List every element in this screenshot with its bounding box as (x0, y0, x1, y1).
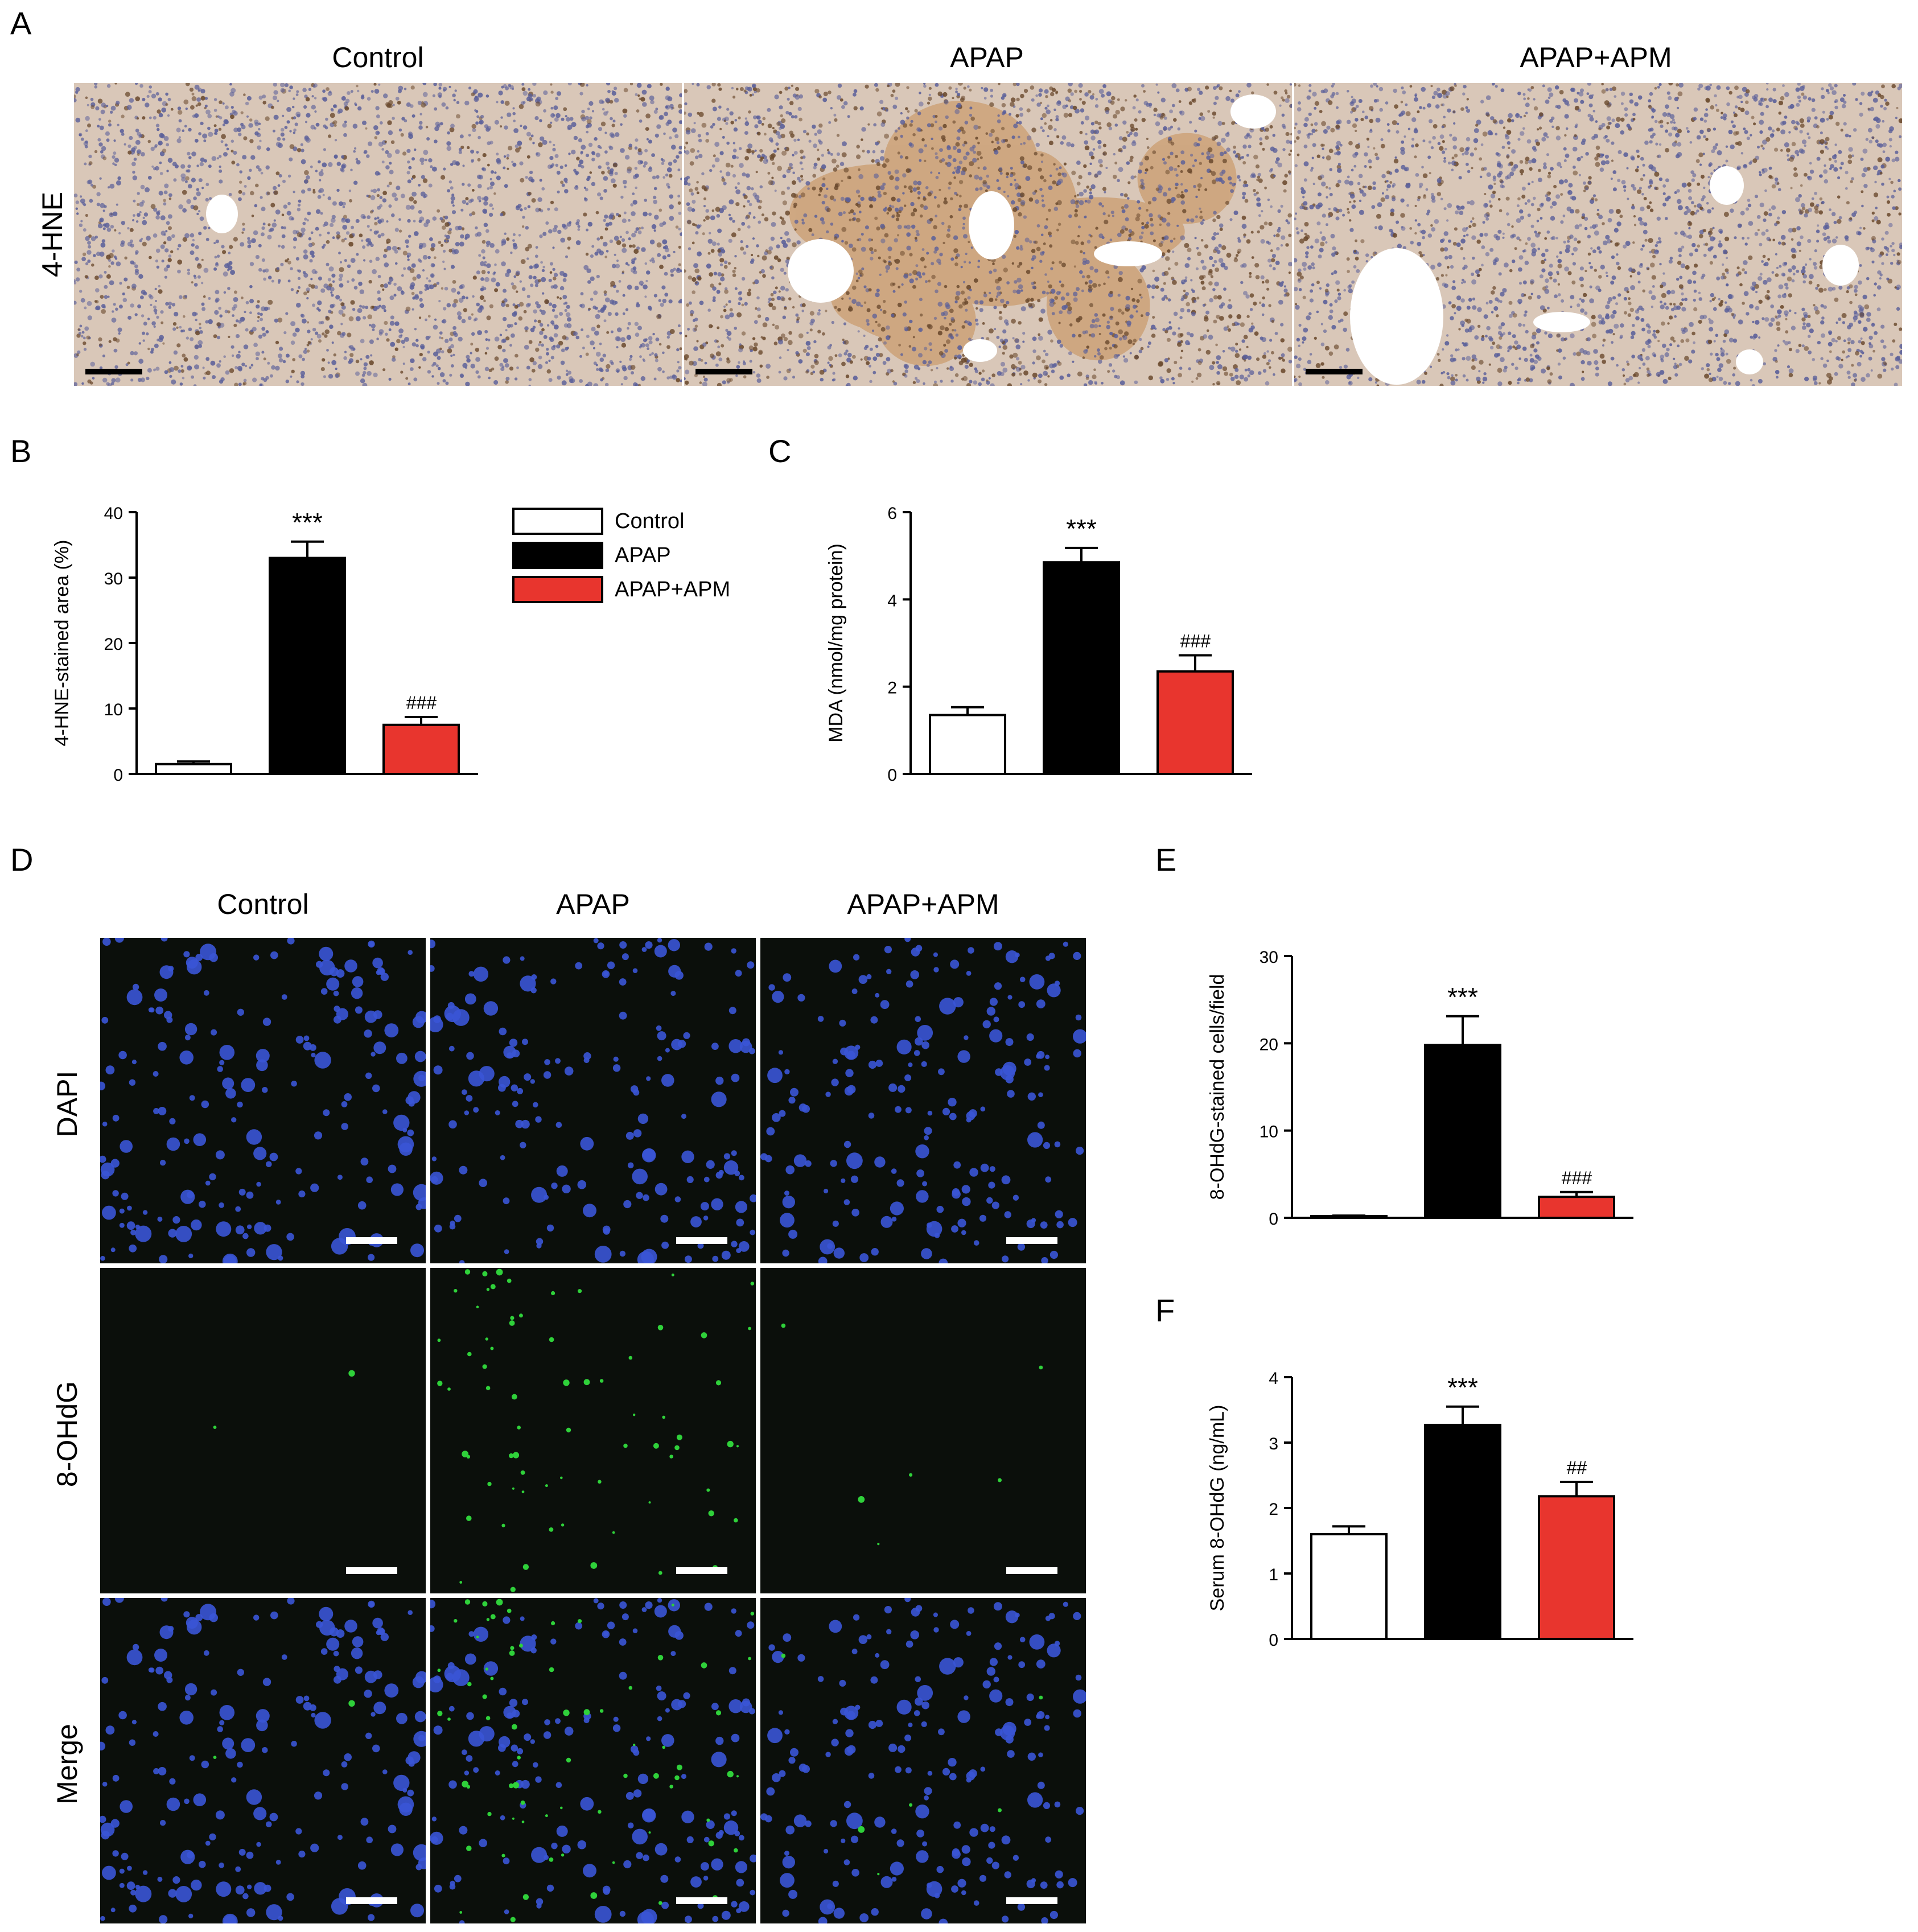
chart-b-4hne-area: 0 10 20 30 40 4-HNE-stained area (%) *** ### (34, 489, 501, 808)
bar-apap (1424, 1423, 1501, 1640)
if-image-merge-control (100, 1598, 426, 1923)
panel-d-title-apap: APAP (556, 888, 630, 920)
panel-d-row-label-8ohdg: 8-OHdG (51, 1381, 83, 1488)
legend-swatch-control (512, 508, 603, 535)
panel-letter-d: D (10, 842, 34, 878)
panel-d-title-control: Control (217, 888, 309, 920)
y-tick-label: 10 (1260, 1123, 1278, 1142)
panel-letter-c: C (768, 433, 792, 469)
y-tick-label: 0 (887, 766, 897, 785)
significance-label: *** (1447, 1373, 1478, 1402)
panel-d-row-label-merge: Merge (51, 1724, 83, 1805)
y-axis-label: MDA (nmol/mg protein) (825, 543, 847, 743)
y-tick-label: 0 (1269, 1631, 1278, 1650)
y-tick-label: 20 (1260, 1035, 1278, 1054)
if-image-merge-apap (430, 1598, 756, 1923)
y-tick-label: 2 (1269, 1500, 1278, 1519)
bar-apap (1424, 1044, 1501, 1219)
ihc-image-apap (684, 83, 1292, 386)
chart-e-8ohdg-cells: 0 10 20 30 8-OHdG-stained cells/field *** ### (1190, 933, 1656, 1252)
significance-label: *** (292, 508, 323, 537)
panel-letter-a: A (10, 5, 32, 41)
bar-apap (269, 557, 346, 775)
if-image-8ohdg-apap (430, 1268, 756, 1593)
bar-apap-apm (1156, 670, 1234, 776)
significance-label: *** (1447, 982, 1478, 1012)
bar-control (155, 763, 232, 775)
if-image-merge-apap-apm (760, 1598, 1086, 1923)
panel-letter-b: B (10, 433, 32, 469)
bar-control (929, 714, 1006, 775)
significance-label: ### (1180, 631, 1211, 651)
y-tick-label: 4 (1269, 1369, 1278, 1388)
y-tick-label: 4 (887, 591, 897, 610)
legend-label-apap: APAP (615, 543, 671, 567)
significance-label: *** (1066, 514, 1097, 543)
significance-label: ### (1561, 1168, 1592, 1188)
if-image-dapi-control (100, 938, 426, 1263)
legend-swatch-apap-apm (512, 576, 603, 603)
y-axis-label: 4-HNE-stained area (%) (51, 540, 73, 747)
ihc-image-apap-apm (1294, 83, 1902, 386)
bar-apap-apm (382, 723, 460, 775)
significance-label: ### (406, 693, 437, 713)
bar-apap (1043, 561, 1120, 776)
ihc-image-control (74, 83, 682, 386)
panel-a-title-apap: APAP (950, 42, 1024, 73)
legend-label-control: Control (615, 509, 685, 533)
y-tick-label: 3 (1269, 1435, 1278, 1453)
legend-swatch-apap (512, 542, 603, 569)
if-image-8ohdg-control (100, 1268, 426, 1593)
y-axis-label: Serum 8-OHdG (ng/mL) (1207, 1405, 1228, 1612)
legend-label-apap-apm: APAP+APM (615, 577, 731, 602)
y-tick-label: 0 (1269, 1210, 1278, 1229)
y-tick-label: 20 (104, 635, 123, 654)
y-axis-label: 8-OHdG-stained cells/field (1207, 974, 1228, 1200)
legend-item-apap-apm: APAP+APM (512, 574, 730, 605)
y-tick-label: 2 (887, 679, 897, 698)
legend: Control APAP APAP+APM (512, 505, 751, 619)
significance-label: ## (1566, 1457, 1587, 1478)
panel-letter-f: F (1155, 1292, 1175, 1328)
y-tick-label: 1 (1269, 1566, 1278, 1584)
panel-d-title-apap-apm: APAP+APM (847, 888, 999, 920)
panel-a-row-label: 4-HNE (36, 191, 68, 278)
y-tick-label: 30 (104, 570, 123, 588)
panel-d-row-label-dapi: DAPI (51, 1070, 83, 1138)
if-image-8ohdg-apap-apm (760, 1268, 1086, 1593)
y-tick-label: 30 (1260, 948, 1278, 967)
y-tick-label: 40 (104, 504, 123, 523)
y-tick-label: 10 (104, 701, 123, 719)
bar-apap-apm (1538, 1495, 1615, 1640)
bar-control (1310, 1533, 1388, 1640)
legend-item-control: Control (512, 505, 685, 537)
panel-a-title-apap-apm: APAP+APM (1520, 42, 1672, 73)
chart-f-serum-8ohdg: 0 1 2 3 4 Serum 8-OHdG (ng/mL) *** ## (1190, 1354, 1656, 1673)
if-image-dapi-apap-apm (760, 938, 1086, 1263)
chart-c-mda: 0 2 4 6 MDA (nmol/mg protein) *** ### (808, 489, 1275, 808)
y-tick-label: 6 (887, 504, 897, 523)
legend-item-apap: APAP (512, 539, 671, 571)
panel-letter-e: E (1155, 842, 1177, 878)
panel-a-title-control: Control (332, 42, 424, 73)
bar-apap-apm (1538, 1196, 1615, 1220)
y-tick-label: 0 (113, 766, 123, 785)
if-image-dapi-apap (430, 938, 756, 1263)
